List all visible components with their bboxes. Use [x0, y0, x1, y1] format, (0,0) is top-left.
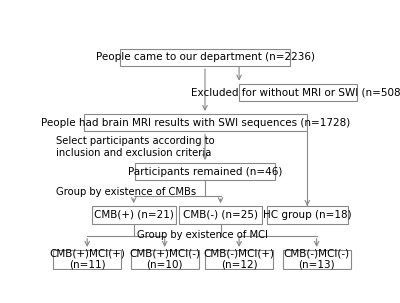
FancyBboxPatch shape [239, 84, 357, 101]
Text: CMB(+) (n=21): CMB(+) (n=21) [94, 210, 174, 220]
Text: People came to our department (n=2236): People came to our department (n=2236) [96, 52, 314, 62]
FancyBboxPatch shape [205, 250, 273, 268]
Text: CMB(-)MCI(+)
(n=12): CMB(-)MCI(+) (n=12) [204, 248, 275, 270]
Text: HC group (n=18): HC group (n=18) [263, 210, 352, 220]
Text: CMB(+)MCI(+)
(n=11): CMB(+)MCI(+) (n=11) [49, 248, 125, 270]
Text: Group by existence of MCI: Group by existence of MCI [137, 230, 268, 240]
FancyBboxPatch shape [282, 250, 351, 268]
FancyBboxPatch shape [131, 250, 199, 268]
FancyBboxPatch shape [135, 163, 275, 180]
FancyBboxPatch shape [267, 206, 348, 224]
FancyBboxPatch shape [179, 206, 262, 224]
FancyBboxPatch shape [92, 206, 176, 224]
FancyBboxPatch shape [84, 114, 307, 132]
Text: Group by existence of CMBs: Group by existence of CMBs [56, 187, 196, 197]
Text: CMB(+)MCI(-)
(n=10): CMB(+)MCI(-) (n=10) [129, 248, 200, 270]
Text: People had brain MRI results with SWI sequences (n=1728): People had brain MRI results with SWI se… [41, 118, 350, 128]
Text: Participants remained (n=46): Participants remained (n=46) [128, 167, 282, 177]
FancyBboxPatch shape [120, 48, 290, 66]
FancyBboxPatch shape [53, 250, 121, 268]
Text: CMB(-) (n=25): CMB(-) (n=25) [183, 210, 258, 220]
Text: Excluded for without MRI or SWI (n=508): Excluded for without MRI or SWI (n=508) [191, 87, 400, 97]
Text: CMB(-)MCI(-)
(n=13): CMB(-)MCI(-) (n=13) [284, 248, 350, 270]
Text: Select participants according to
inclusion and exclusion criteria: Select participants according to inclusi… [56, 136, 215, 158]
